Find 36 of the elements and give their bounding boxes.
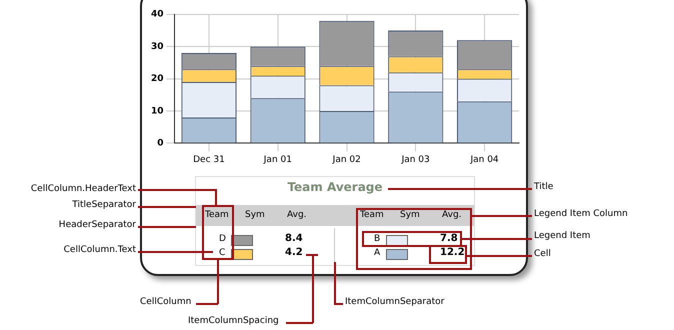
text: Avg. [287,210,307,220]
text: Sym [245,210,265,220]
text: 8.4 [285,233,303,244]
text: HeaderSeparator [58,220,136,230]
text: Cell [534,249,551,259]
text: TitleSeparator [71,200,136,210]
text: CellColumn.HeaderText [30,184,136,194]
text: Legend Item [534,231,590,241]
text: ItemColumnSpacing [188,316,279,326]
text: CellColumn.Text [62,245,136,255]
legend-title: Team Average [286,180,384,194]
y-tick-label: 40 [150,10,164,20]
legend-label: C [219,248,226,258]
y-tick-label: 20 [150,74,164,84]
x-tick-label: Jan 02 [332,154,361,165]
legend-label: D [219,234,226,244]
text: ItemColumnSeparator [345,297,444,307]
x-tick-label: Jan 04 [469,154,499,165]
text: Team [205,210,229,220]
text: Sym [400,210,420,220]
text: CellColumn [140,297,192,307]
x-tick-label: Dec 31 [193,154,225,165]
y-tick-label: 30 [150,42,164,52]
text: 12.2 [440,247,465,258]
y-tick-label: 0 [157,138,164,149]
y-tick-label: 10 [150,106,164,116]
legend-label: B [374,234,380,244]
x-tick-label: Jan 03 [400,154,430,165]
x-tick-label: Jan 01 [262,154,292,165]
text: Avg. [442,210,462,220]
text: Team [360,210,384,220]
legend-label: A [374,248,380,258]
text: 4.2 [285,247,303,258]
text: Title [534,182,554,192]
text: 7.8 [440,233,458,244]
text: Legend Item Column [534,209,628,219]
